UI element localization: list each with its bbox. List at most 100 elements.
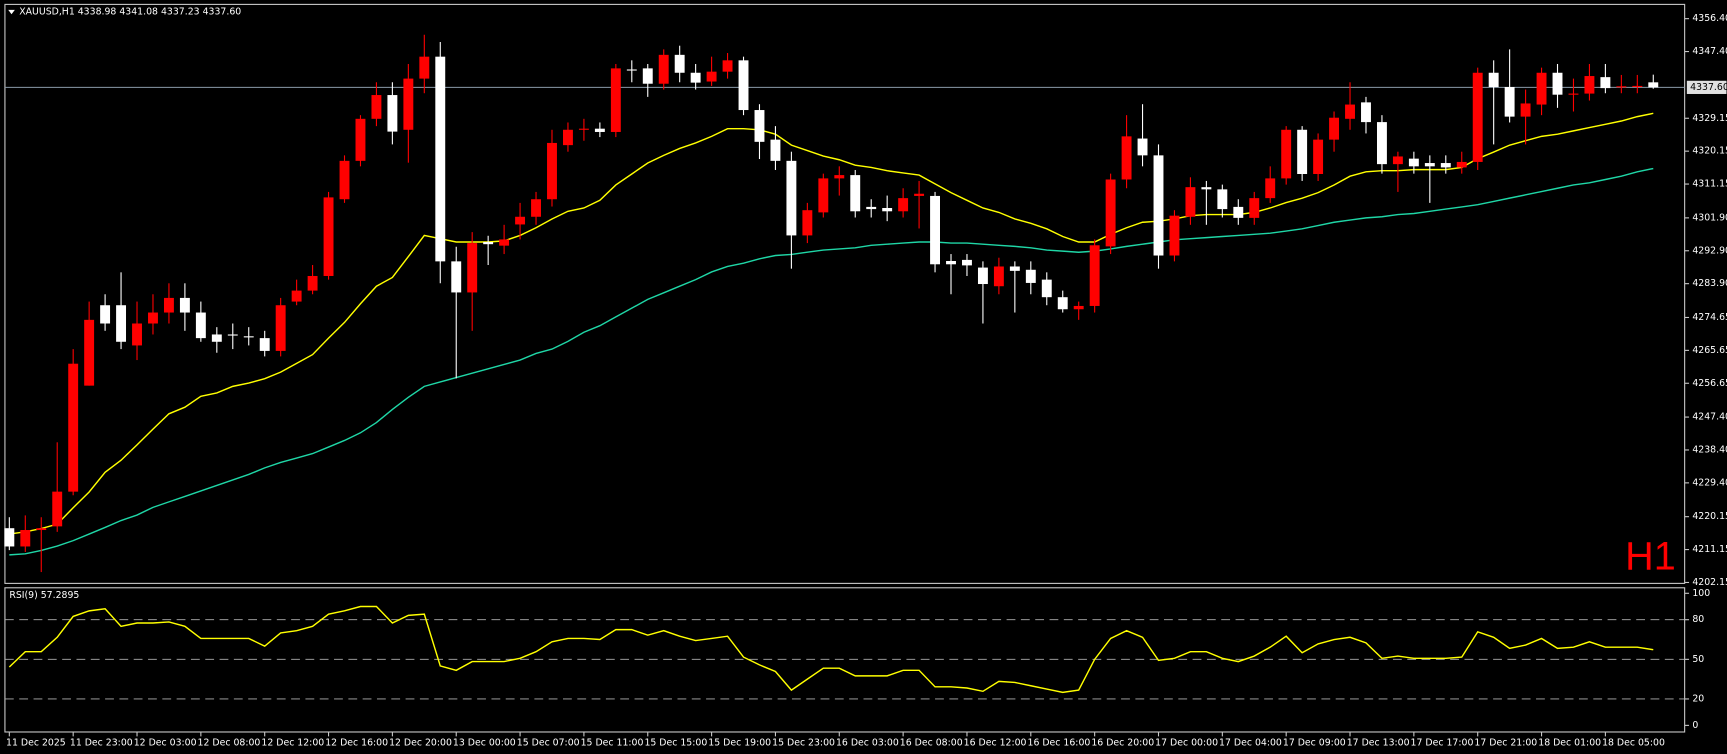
moving-average bbox=[9, 167, 1654, 556]
y-tick-label: 4356.40 bbox=[1692, 13, 1727, 24]
y-tick-label: 4274.65 bbox=[1692, 312, 1727, 323]
x-tick-label: 12 Dec 08:00 bbox=[198, 737, 261, 748]
x-tick-label: 16 Dec 16:00 bbox=[1028, 737, 1091, 748]
timeframe-label: H1 bbox=[1625, 535, 1676, 579]
candle-body bbox=[946, 260, 956, 265]
x-tick-label: 16 Dec 12:00 bbox=[964, 737, 1027, 748]
candle-body bbox=[1009, 266, 1020, 271]
candle-body bbox=[770, 139, 781, 161]
candle-body bbox=[1600, 77, 1611, 89]
x-tick-label: 17 Dec 09:00 bbox=[1283, 737, 1346, 748]
y-tick-label: 4220.15 bbox=[1692, 511, 1727, 522]
candle-body bbox=[355, 118, 366, 161]
price-label: 4337.60 bbox=[1690, 82, 1727, 93]
candle-body bbox=[977, 267, 988, 285]
y-tick-label: 4256.65 bbox=[1692, 378, 1727, 389]
candle-body bbox=[1440, 163, 1451, 168]
candle-body bbox=[850, 175, 861, 212]
y-tick-label: 4247.40 bbox=[1692, 412, 1727, 423]
candle-body bbox=[4, 528, 15, 547]
candle-body bbox=[291, 290, 302, 302]
y-tick-label: 4238.40 bbox=[1692, 444, 1727, 455]
candle-body bbox=[36, 528, 47, 531]
candle-body bbox=[642, 68, 653, 84]
x-tick-label: 15 Dec 23:00 bbox=[772, 737, 835, 748]
candle-body bbox=[1105, 179, 1116, 247]
candle-body bbox=[1456, 161, 1467, 168]
y-tick-label: 4320.15 bbox=[1692, 146, 1727, 157]
candle-body bbox=[1345, 104, 1355, 119]
candle-body bbox=[515, 216, 526, 225]
candle-body bbox=[211, 334, 222, 342]
candle-body bbox=[179, 297, 190, 313]
candle-body bbox=[1089, 245, 1100, 306]
x-tick-label: 16 Dec 03:00 bbox=[836, 737, 899, 748]
candle-body bbox=[1552, 72, 1563, 95]
candle-body bbox=[148, 312, 158, 324]
y-tick-label: 4301.90 bbox=[1692, 212, 1727, 223]
y-tick-label: 100 bbox=[1692, 588, 1710, 599]
candle-body bbox=[882, 207, 893, 212]
x-tick-label: 13 Dec 00:00 bbox=[453, 737, 516, 748]
candle-body bbox=[1584, 76, 1595, 94]
price-label-box bbox=[1686, 80, 1727, 94]
candle-body bbox=[834, 175, 845, 179]
candle-body bbox=[307, 275, 318, 291]
candle-body bbox=[1121, 136, 1132, 180]
candle-body bbox=[1313, 139, 1324, 175]
candle-body bbox=[1025, 269, 1036, 283]
candle-body bbox=[1392, 156, 1403, 165]
candle-body bbox=[387, 95, 398, 132]
candle-body bbox=[419, 56, 430, 79]
candle-body bbox=[626, 69, 637, 71]
y-tick-label: 4229.40 bbox=[1692, 477, 1727, 488]
candle-body bbox=[100, 305, 111, 324]
candle-body bbox=[674, 54, 685, 73]
collapse-triangle[interactable] bbox=[8, 9, 15, 15]
x-tick-label: 12 Dec 16:00 bbox=[325, 737, 388, 748]
candle-body bbox=[116, 305, 127, 342]
x-tick-label: 18 Dec 01:00 bbox=[1538, 737, 1601, 748]
y-tick-label: 4292.90 bbox=[1692, 245, 1727, 256]
candle-body bbox=[738, 60, 749, 111]
x-tick-label: 18 Dec 05:00 bbox=[1602, 737, 1665, 748]
x-tick-label: 15 Dec 19:00 bbox=[708, 737, 771, 748]
candle-body bbox=[84, 319, 95, 386]
candle-body bbox=[1201, 187, 1212, 190]
candle-body bbox=[20, 530, 31, 547]
y-tick-label: 4329.15 bbox=[1692, 113, 1727, 124]
candle-body bbox=[1568, 93, 1579, 95]
candle-body bbox=[451, 261, 462, 293]
x-tick-label: 17 Dec 17:00 bbox=[1411, 737, 1474, 748]
y-tick-label: 4265.65 bbox=[1692, 345, 1727, 356]
candle-body bbox=[435, 56, 446, 262]
candle-body bbox=[563, 129, 573, 146]
candle-body bbox=[1520, 103, 1531, 117]
x-tick-label: 12 Dec 12:00 bbox=[261, 737, 324, 748]
candle-body bbox=[706, 71, 717, 82]
candle-body bbox=[1185, 187, 1196, 217]
candle-body bbox=[227, 334, 238, 336]
candle-body bbox=[243, 336, 254, 338]
x-tick-label: 15 Dec 15:00 bbox=[644, 737, 707, 748]
candle-body bbox=[499, 239, 510, 246]
y-tick-label: 20 bbox=[1692, 693, 1704, 704]
x-tick-label: 11 Dec 23:00 bbox=[70, 737, 133, 748]
candle-body bbox=[195, 312, 206, 339]
candle-body bbox=[68, 363, 79, 492]
candle-body bbox=[1648, 82, 1659, 88]
candle-body bbox=[1169, 215, 1180, 256]
candle-body bbox=[1281, 129, 1292, 179]
candle-body bbox=[578, 128, 589, 130]
x-tick-label: 16 Dec 20:00 bbox=[1091, 737, 1154, 748]
x-tick-label: 12 Dec 03:00 bbox=[134, 737, 197, 748]
candle-body bbox=[1217, 189, 1228, 210]
y-tick-label: 4211.15 bbox=[1692, 544, 1727, 555]
main-panel-frame bbox=[4, 3, 1686, 584]
candle-body bbox=[467, 243, 478, 293]
candle-body bbox=[786, 160, 797, 236]
candle-body bbox=[1424, 163, 1435, 167]
candle-body bbox=[483, 241, 494, 245]
